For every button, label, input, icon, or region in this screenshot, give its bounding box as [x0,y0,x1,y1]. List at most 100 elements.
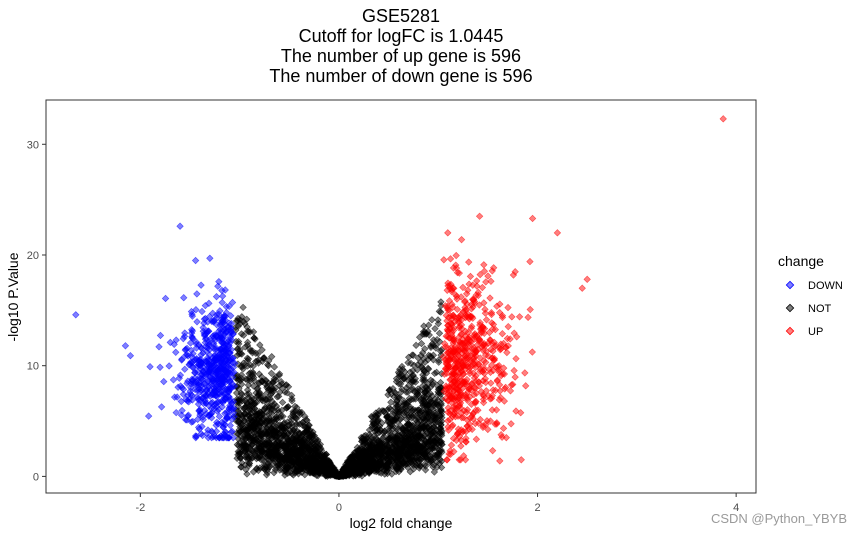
point-not [436,347,445,355]
y-tick-label: 10 [27,361,39,373]
point-not [417,421,426,429]
point-up [553,229,562,237]
point-not [241,404,249,412]
point-not [418,449,426,458]
point-not [405,353,413,361]
point-not [236,449,245,457]
point-up [444,229,452,237]
point-not [250,334,258,342]
point-not [295,457,303,466]
point-not [274,425,282,433]
point-up [512,355,520,363]
point-not [416,455,424,463]
point-not [422,393,431,402]
point-not [418,382,426,391]
point-up [496,457,504,465]
point-not [255,370,263,378]
x-tick-label: 2 [534,502,540,514]
point-not [257,409,266,418]
point-not [435,459,444,468]
point-not [409,439,417,447]
point-not [425,331,433,339]
point-not [424,380,432,389]
point-not [389,443,397,452]
point-down [144,412,153,420]
chart-title-block: GSE5281 Cutoff for logFC is 1.0445 The n… [0,6,802,86]
point-up [487,379,495,387]
point-not [430,369,439,378]
point-not [257,393,265,402]
point-not [237,454,245,462]
chart-title: GSE5281 [361,6,441,26]
point-not [431,324,439,333]
point-not [267,417,276,426]
point-up [466,272,475,281]
point-not [417,407,426,415]
point-not [236,420,245,428]
point-not [435,329,444,337]
point-not [436,378,445,387]
point-not [412,341,420,350]
point-down [156,331,165,340]
point-not [401,426,409,434]
point-not [290,458,298,466]
watermark: CSDN @Python_YBYB [710,511,847,526]
point-not [254,349,262,358]
point-up [719,115,727,123]
point-not [245,461,253,470]
point-up [452,251,460,260]
point-up [446,255,455,263]
point-not [433,451,441,460]
point-not [421,376,429,384]
point-down [198,307,206,316]
point-not [425,437,434,445]
point-not [357,453,366,461]
point-not [433,425,441,434]
point-not [291,431,299,439]
point-not [274,392,283,401]
point-not [382,451,391,460]
point-up [526,257,534,266]
point-not [244,355,253,363]
point-up [503,348,511,357]
point-not [313,468,322,476]
point-not [302,462,310,470]
point-not [299,418,307,427]
point-not [431,395,439,403]
point-up [465,258,473,266]
point-not [422,453,431,462]
point-not [353,458,362,467]
point-not [251,436,260,444]
point-not [295,447,304,455]
point-not [249,369,257,378]
point-up [475,212,484,220]
point-not [298,441,307,450]
point-not [423,402,432,411]
point-not [239,365,247,373]
point-not [401,432,410,441]
point-not [384,459,392,467]
point-down [121,342,130,350]
point-down [169,376,178,384]
point-not [366,444,375,453]
point-not [283,435,292,443]
point-down [156,363,164,371]
point-not [278,406,286,415]
chart-subtitle-down: The number of down gene is 596 [269,66,533,86]
point-up [488,446,497,455]
legend: change DOWN NOT UP [778,253,843,338]
point-down [197,281,205,289]
point-up [457,235,466,244]
x-axis-label: log2 fold change [350,515,453,531]
point-not [417,339,426,348]
point-not [424,321,433,329]
point-not [280,419,288,428]
point-not [408,412,416,421]
point-not [369,456,377,464]
chart-subtitle-up: The number of up gene is 596 [280,46,522,66]
point-up [510,366,518,375]
point-not [429,463,437,471]
point-not [246,347,255,355]
point-not [270,363,279,371]
point-not [353,469,362,477]
